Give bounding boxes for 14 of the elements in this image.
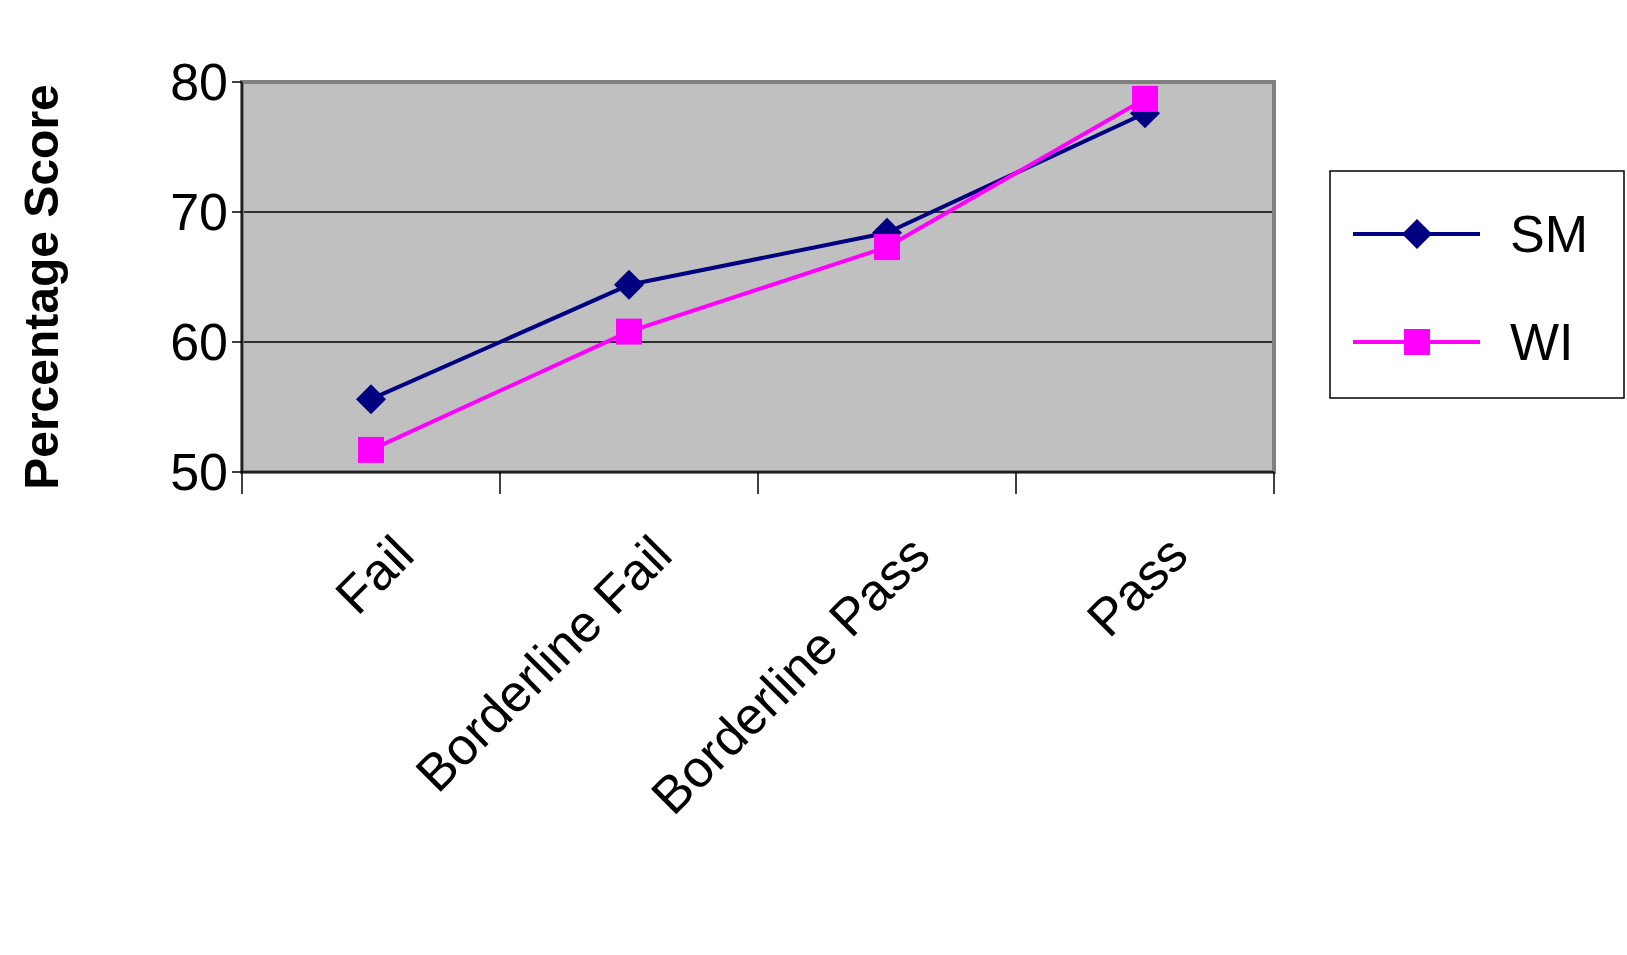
legend-label: SM <box>1510 205 1588 264</box>
point <box>356 384 386 415</box>
y-axis-title: Percentage Score <box>15 84 68 490</box>
point <box>616 318 642 345</box>
y-tick-label: 60 <box>170 313 228 372</box>
legend-label: WI <box>1510 313 1574 372</box>
point <box>358 436 384 463</box>
y-tick-label: 70 <box>170 183 228 242</box>
point <box>1132 85 1158 112</box>
y-tick-label: 80 <box>170 53 228 112</box>
point <box>614 269 644 300</box>
point <box>874 234 900 261</box>
y-tick-label: 50 <box>170 443 228 502</box>
x-tick-label: Fail <box>324 524 425 625</box>
